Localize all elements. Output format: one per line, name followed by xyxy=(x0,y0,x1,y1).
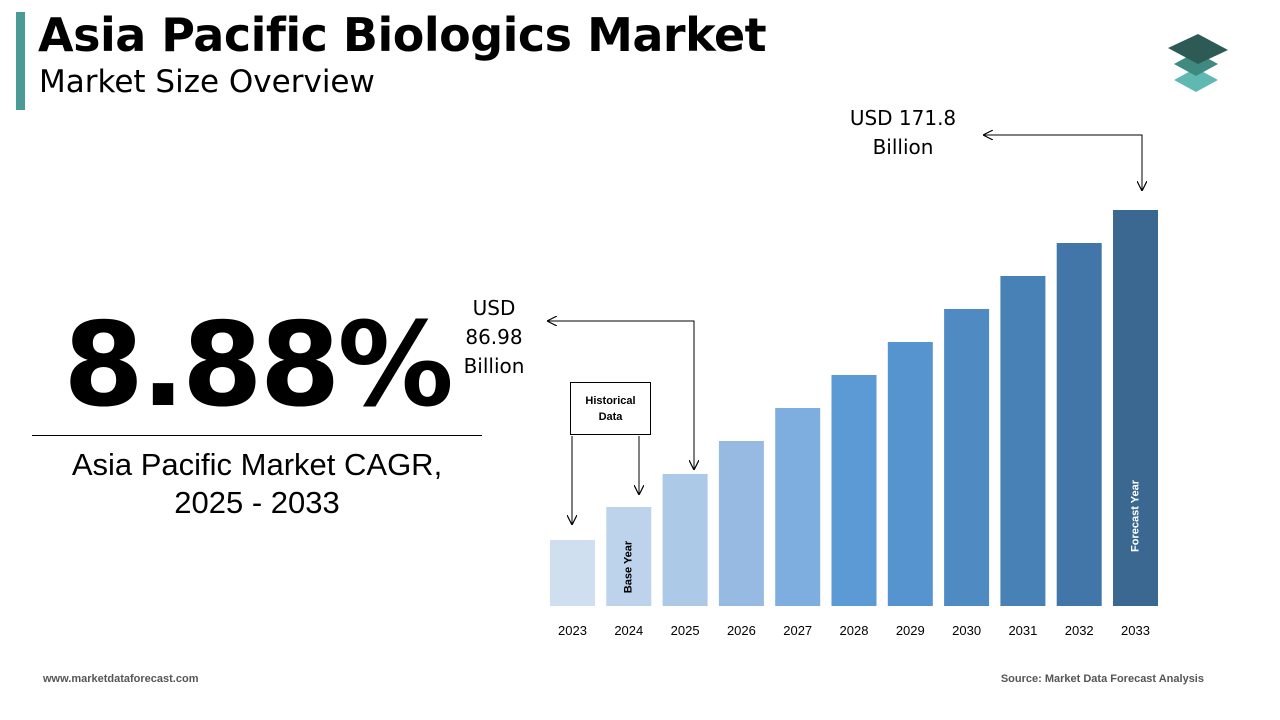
bar-label-2024: Base Year xyxy=(623,540,635,593)
x-tick-labels: 2023 2024 2025 2026 2027 2028 2029 2030 2031 2032… xyxy=(558,623,1150,638)
bar-2031 xyxy=(1000,276,1046,606)
x-tick-2026: 2026 xyxy=(727,623,756,638)
cagr-label-line1: Asia Pacific Market CAGR, xyxy=(71,447,443,482)
bar-2029 xyxy=(887,342,933,606)
historical-data-box: Historical Data xyxy=(570,382,651,435)
x-tick-2024: 2024 xyxy=(614,623,643,638)
bar-2033 xyxy=(1113,210,1158,606)
cagr-label: Asia Pacific Market CAGR, 2025 - 2033 xyxy=(33,446,481,522)
base-callout-arrow xyxy=(548,321,694,469)
cagr-divider xyxy=(32,435,482,436)
forecast-value-line1: USD 171.8 xyxy=(849,106,957,130)
forecast-callout-arrow xyxy=(984,135,1142,190)
x-tick-2033: 2033 xyxy=(1121,623,1150,638)
bar-2023 xyxy=(550,540,595,606)
callout-arrows xyxy=(548,135,1142,524)
bar-2024 xyxy=(606,507,652,606)
footer-source: Source: Market Data Forecast Analysis xyxy=(1000,673,1204,685)
bar-label-2033: Forecast Year xyxy=(1129,479,1141,552)
bar-2032 xyxy=(1056,243,1102,606)
base-value-line1: USD xyxy=(472,296,516,320)
bar-2030 xyxy=(944,309,990,606)
historical-line2: Data xyxy=(598,410,623,423)
page-subtitle: Market Size Overview xyxy=(39,64,375,100)
x-tick-2029: 2029 xyxy=(896,623,925,638)
x-tick-2025: 2025 xyxy=(671,623,700,638)
bar-2028 xyxy=(831,375,877,606)
x-tick-2030: 2030 xyxy=(952,623,981,638)
x-tick-2028: 2028 xyxy=(840,623,869,638)
x-tick-2023: 2023 xyxy=(558,623,587,638)
bar-labels: Base Year Forecast Year xyxy=(623,479,1142,593)
x-tick-2031: 2031 xyxy=(1008,623,1037,638)
bars-group xyxy=(550,210,1158,606)
base-value-callout: USD 86.98 Billion xyxy=(444,294,544,381)
forecast-value-line2: Billion xyxy=(872,135,934,159)
historical-line1: Historical xyxy=(585,394,636,407)
base-value-line3: Billion xyxy=(463,354,525,378)
page-title: Asia Pacific Biologics Market xyxy=(38,8,767,62)
bar-2025 xyxy=(662,474,708,606)
cagr-label-line2: 2025 - 2033 xyxy=(174,485,340,520)
cagr-value: 8.88% xyxy=(63,298,453,433)
base-value-line2: 86.98 xyxy=(465,325,523,349)
footer-website: www.marketdataforecast.com xyxy=(43,673,199,685)
forecast-value-callout: USD 171.8 Billion xyxy=(833,104,973,162)
x-tick-2027: 2027 xyxy=(783,623,812,638)
layers-logo-icon xyxy=(1168,34,1228,92)
bar-2027 xyxy=(775,408,821,606)
bar-2026 xyxy=(718,441,764,606)
title-accent-bar xyxy=(16,12,25,110)
x-tick-2032: 2032 xyxy=(1065,623,1094,638)
